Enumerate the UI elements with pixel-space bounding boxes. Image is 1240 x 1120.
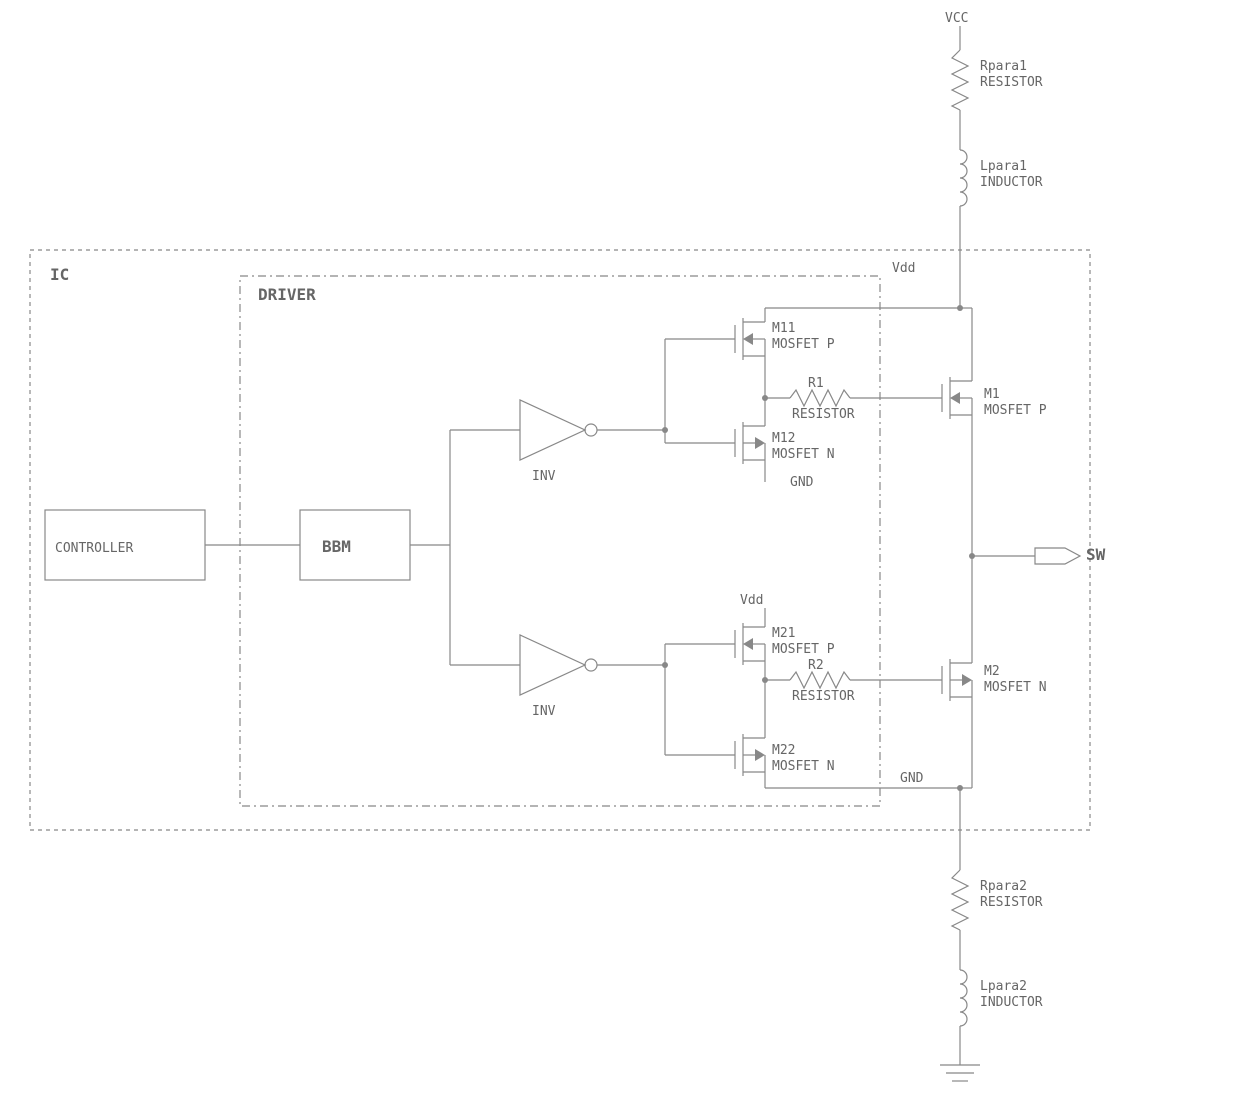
- m12-mosfet-n: [735, 422, 765, 464]
- r2-label: R2: [808, 658, 824, 673]
- vdd-top: Vdd: [892, 261, 915, 276]
- m11-label: M11: [772, 321, 795, 336]
- ic-label: IC: [50, 265, 69, 284]
- inv1-label: INV: [532, 469, 556, 484]
- r1-resistor: [790, 390, 850, 406]
- m2-mosfet-n: [942, 659, 972, 701]
- m21-mosfet-p: [735, 623, 765, 665]
- m11-mosfet-p: [735, 318, 765, 360]
- driver-label: DRIVER: [258, 285, 316, 304]
- gnd-top: GND: [790, 475, 814, 490]
- rpara2-label: Rpara2: [980, 879, 1027, 894]
- lpara1-type: INDUCTOR: [980, 175, 1043, 190]
- r1-label: R1: [808, 376, 824, 391]
- lpara2-type: INDUCTOR: [980, 995, 1043, 1010]
- m21-label: M21: [772, 626, 795, 641]
- vdd-mid: Vdd: [740, 593, 763, 608]
- r2-resistor: [790, 672, 850, 688]
- m1-label: M1: [984, 387, 1000, 402]
- gnd-bot: GND: [900, 771, 924, 786]
- m22-type: MOSFET N: [772, 759, 835, 774]
- inv2: [520, 635, 585, 695]
- lpara2-inductor: [960, 970, 967, 1026]
- circuit-diagram: IC DRIVER CONTROLLER BBM INV INV M11 MOS…: [0, 0, 1240, 1120]
- rpara2-resistor: [952, 870, 968, 930]
- r1-type: RESISTOR: [792, 407, 855, 422]
- m22-label: M22: [772, 743, 795, 758]
- lpara2-label: Lpara2: [980, 979, 1027, 994]
- m1-mosfet-p: [942, 377, 972, 419]
- vcc-label: VCC: [945, 11, 968, 26]
- rpara1-label: Rpara1: [980, 59, 1027, 74]
- r2-type: RESISTOR: [792, 689, 855, 704]
- sw-label: SW: [1086, 545, 1106, 564]
- bbm-label: BBM: [322, 537, 351, 556]
- bbm-box: [300, 510, 410, 580]
- rpara1-resistor: [952, 50, 968, 110]
- inv1: [520, 400, 585, 460]
- rpara2-type: RESISTOR: [980, 895, 1043, 910]
- lpara1-label: Lpara1: [980, 159, 1027, 174]
- lpara1-inductor: [960, 150, 967, 206]
- sw-port: [1035, 548, 1080, 564]
- inv2-label: INV: [532, 704, 556, 719]
- m1-type: MOSFET P: [984, 403, 1047, 418]
- m11-type: MOSFET P: [772, 337, 835, 352]
- rpara1-type: RESISTOR: [980, 75, 1043, 90]
- m22-mosfet-n: [735, 734, 765, 776]
- m12-type: MOSFET N: [772, 447, 835, 462]
- m12-label: M12: [772, 431, 795, 446]
- controller-label: CONTROLLER: [55, 541, 133, 556]
- m2-label: M2: [984, 664, 1000, 679]
- m21-type: MOSFET P: [772, 642, 835, 657]
- m2-type: MOSFET N: [984, 680, 1047, 695]
